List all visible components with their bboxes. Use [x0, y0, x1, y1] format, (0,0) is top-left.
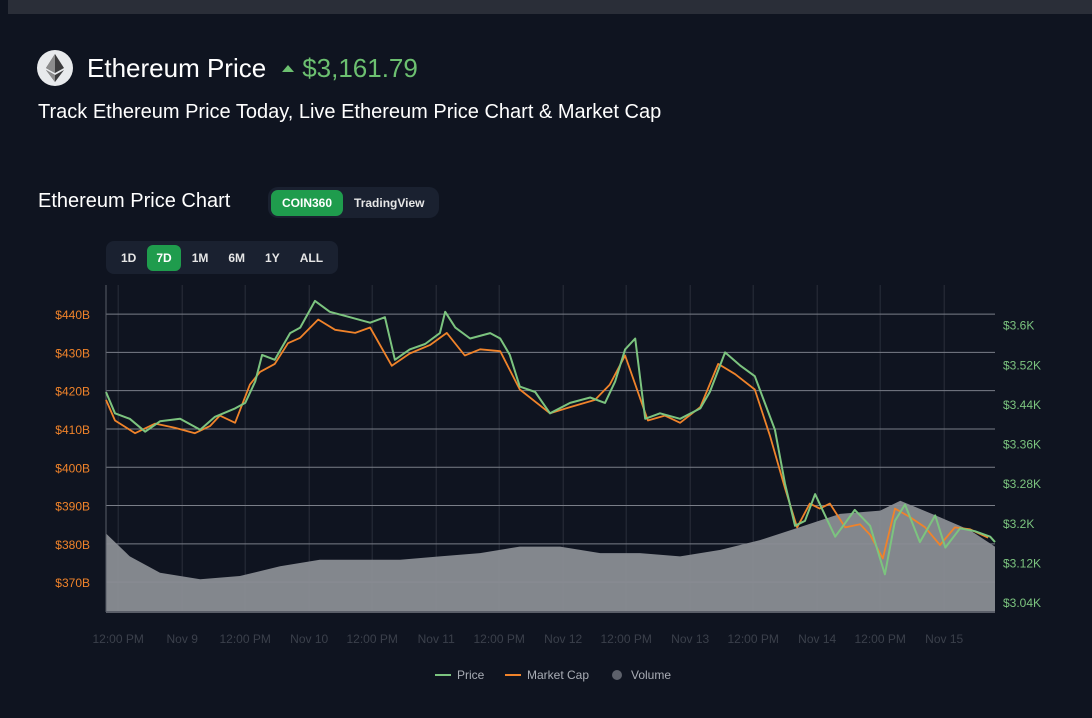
legend-volume[interactable]: Volume	[612, 668, 671, 682]
x-tick-label: Nov 15	[925, 632, 963, 646]
left-y-tick-label: $420B	[55, 385, 90, 399]
x-tick-label: Nov 9	[167, 632, 199, 646]
volume-area	[106, 500, 995, 612]
price-up-icon	[282, 64, 295, 72]
x-tick-label: 12:00 PM	[854, 632, 905, 646]
right-y-tick-label: $3.28K	[1003, 477, 1041, 491]
page-title: Ethereum Price	[87, 52, 267, 83]
range-1d-button[interactable]: 1D	[121, 250, 137, 265]
left-y-tick-label: $380B	[55, 538, 90, 552]
range-6m-button[interactable]: 6M	[228, 250, 246, 265]
market-cap-line	[105, 318, 989, 560]
left-y-tick-label: $430B	[55, 346, 90, 360]
legend-market-cap[interactable]: Market Cap	[505, 668, 589, 682]
right-y-tick-label: $3.6K	[1003, 319, 1034, 333]
current-price: $3,161.79	[302, 52, 418, 83]
right-y-tick-label: $3.2K	[1003, 517, 1034, 531]
left-y-tick-label: $400B	[55, 461, 90, 475]
ethereum-logo-icon	[37, 50, 73, 86]
legend-label: Volume	[631, 668, 671, 682]
x-tick-label: 12:00 PM	[600, 632, 651, 646]
x-tick-label: 12:00 PM	[473, 632, 524, 646]
chart-source-toggle: COIN360 TradingView	[268, 187, 439, 218]
x-tick-label: 12:00 PM	[727, 632, 778, 646]
right-y-tick-label: $3.44K	[1003, 398, 1041, 412]
x-tick-label: 12:00 PM	[219, 632, 270, 646]
range-all-button[interactable]: ALL	[299, 250, 324, 265]
source-tradingview-button[interactable]: TradingView	[354, 195, 425, 210]
right-y-tick-label: $3.12K	[1003, 556, 1041, 570]
right-y-tick-label: $3.36K	[1003, 438, 1041, 452]
x-tick-label: 12:00 PM	[92, 632, 143, 646]
right-y-tick-label: $3.04K	[1003, 596, 1041, 610]
range-selector: 1D 7D 1M 6M 1Y ALL	[106, 241, 339, 274]
left-y-tick-label: $370B	[55, 576, 90, 590]
x-tick-label: 12:00 PM	[346, 632, 397, 646]
top-bar	[8, 0, 1092, 14]
page-header: Ethereum Price $3,161.79	[37, 50, 418, 86]
x-tick-label: Nov 12	[544, 632, 582, 646]
range-7d-button[interactable]: 7D	[147, 244, 181, 271]
range-1m-button[interactable]: 1M	[191, 250, 209, 265]
legend-price[interactable]: Price	[435, 668, 485, 682]
price-line	[105, 299, 996, 576]
left-y-tick-label: $440B	[55, 308, 90, 322]
right-y-tick-label: $3.52K	[1003, 358, 1041, 372]
x-tick-label: Nov 13	[671, 632, 709, 646]
legend-label: Price	[457, 668, 485, 682]
left-y-tick-label: $390B	[55, 500, 90, 514]
x-tick-label: Nov 11	[418, 632, 455, 646]
x-tick-label: Nov 14	[798, 632, 836, 646]
source-coin360-button[interactable]: COIN360	[271, 189, 344, 216]
left-y-tick-label: $410B	[55, 423, 90, 437]
page-subtitle: Track Ethereum Price Today, Live Ethereu…	[38, 101, 662, 123]
chart-title: Ethereum Price Chart	[38, 190, 231, 212]
range-1y-button[interactable]: 1Y	[265, 250, 280, 265]
legend-swatch	[612, 670, 622, 680]
x-tick-label: Nov 10	[290, 632, 328, 646]
legend-label: Market Cap	[527, 668, 589, 682]
